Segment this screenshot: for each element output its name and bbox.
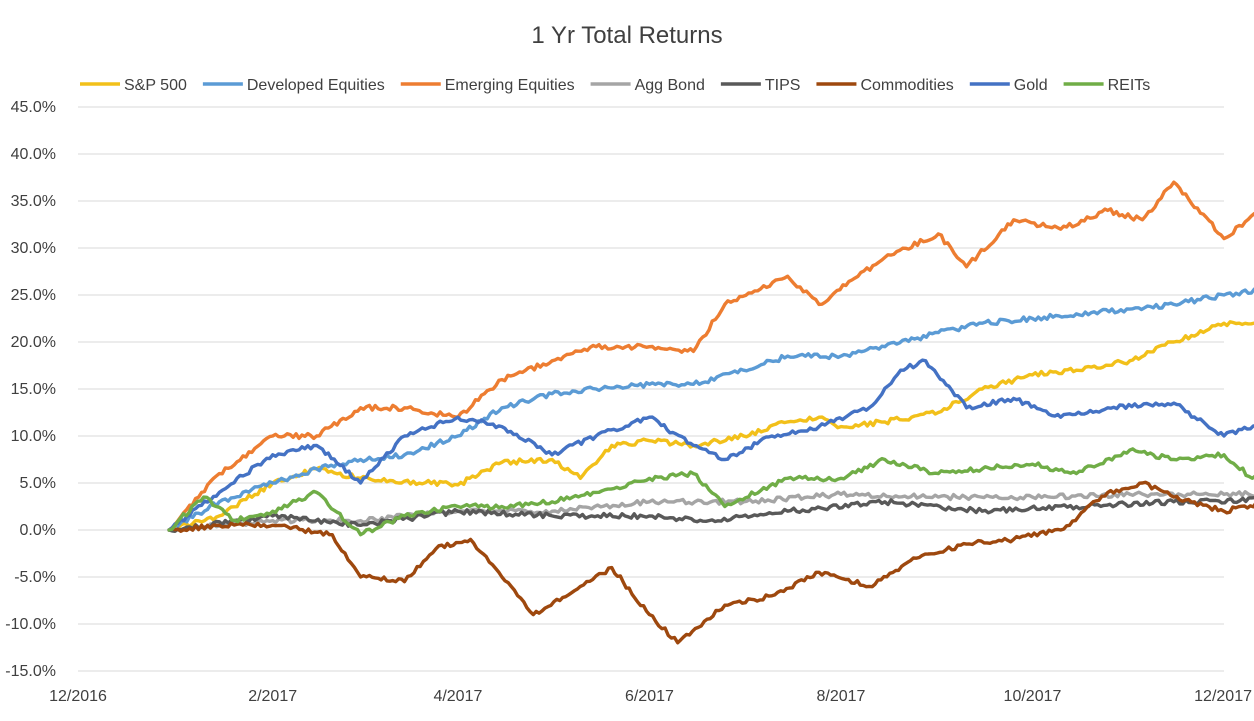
legend-item: Gold <box>969 77 1048 94</box>
legend-label: TIPS <box>765 77 801 94</box>
legend-label: Agg Bond <box>635 77 705 94</box>
y-tick-label: -10.0% <box>5 616 56 633</box>
y-tick-label: -15.0% <box>5 663 56 680</box>
y-tick-label: 5.0% <box>20 475 56 492</box>
legend-item: Commodities <box>816 77 954 94</box>
x-tick-label: 6/2017 <box>625 688 674 705</box>
x-tick-label: 10/2017 <box>1004 688 1062 705</box>
y-tick-label: 45.0% <box>11 99 56 116</box>
y-tick-label: -5.0% <box>14 569 56 586</box>
gridlines <box>78 106 1224 672</box>
legend-label: S&P 500 <box>124 77 187 94</box>
x-tick-label: 8/2017 <box>816 688 865 705</box>
series-line <box>167 358 1254 532</box>
y-tick-label: 25.0% <box>11 287 56 304</box>
x-tick-label: 12/2016 <box>49 688 107 705</box>
legend-item: S&P 500 <box>80 77 187 94</box>
y-tick-label: 40.0% <box>11 146 56 163</box>
series-line <box>167 480 1254 645</box>
series-line <box>167 287 1254 532</box>
x-tick-label: 12/2017 <box>1194 688 1252 705</box>
series-line <box>167 490 1254 532</box>
legend-item: REITs <box>1063 77 1151 94</box>
legend-label: Emerging Equities <box>445 77 575 94</box>
legend-label: REITs <box>1108 77 1151 94</box>
legend-item: TIPS <box>720 77 801 94</box>
x-tick-label: 4/2017 <box>433 688 482 705</box>
y-axis: 45.0% 40.0% 35.0% 30.0% 25.0% 20.0% 15.0% 10.0%… <box>5 99 56 680</box>
y-tick-label: 15.0% <box>11 381 56 398</box>
chart-title: 1 Yr Total Returns <box>531 22 722 49</box>
legend-item: Agg Bond <box>590 77 705 94</box>
legend: S&P 500 Developed Equities Emerging Equiti… <box>80 77 1150 94</box>
y-tick-label: 0.0% <box>20 522 56 539</box>
x-tick-label: 2/2017 <box>248 688 297 705</box>
x-axis: 12/2016 2/2017 4/2017 6/2017 8/2017 10/2017 12… <box>49 688 1252 705</box>
legend-item: Emerging Equities <box>400 77 575 94</box>
series-line <box>167 180 1254 532</box>
plot-area <box>167 180 1254 645</box>
y-tick-label: 35.0% <box>11 193 56 210</box>
legend-label: Commodities <box>860 77 953 94</box>
y-tick-label: 20.0% <box>11 334 56 351</box>
legend-label: Gold <box>1014 77 1048 94</box>
legend-item: Developed Equities <box>202 77 385 94</box>
series-line <box>167 495 1254 533</box>
y-tick-label: 30.0% <box>11 240 56 257</box>
series-line <box>167 447 1254 537</box>
legend-label: Developed Equities <box>247 77 385 94</box>
y-tick-label: 10.0% <box>11 428 56 445</box>
